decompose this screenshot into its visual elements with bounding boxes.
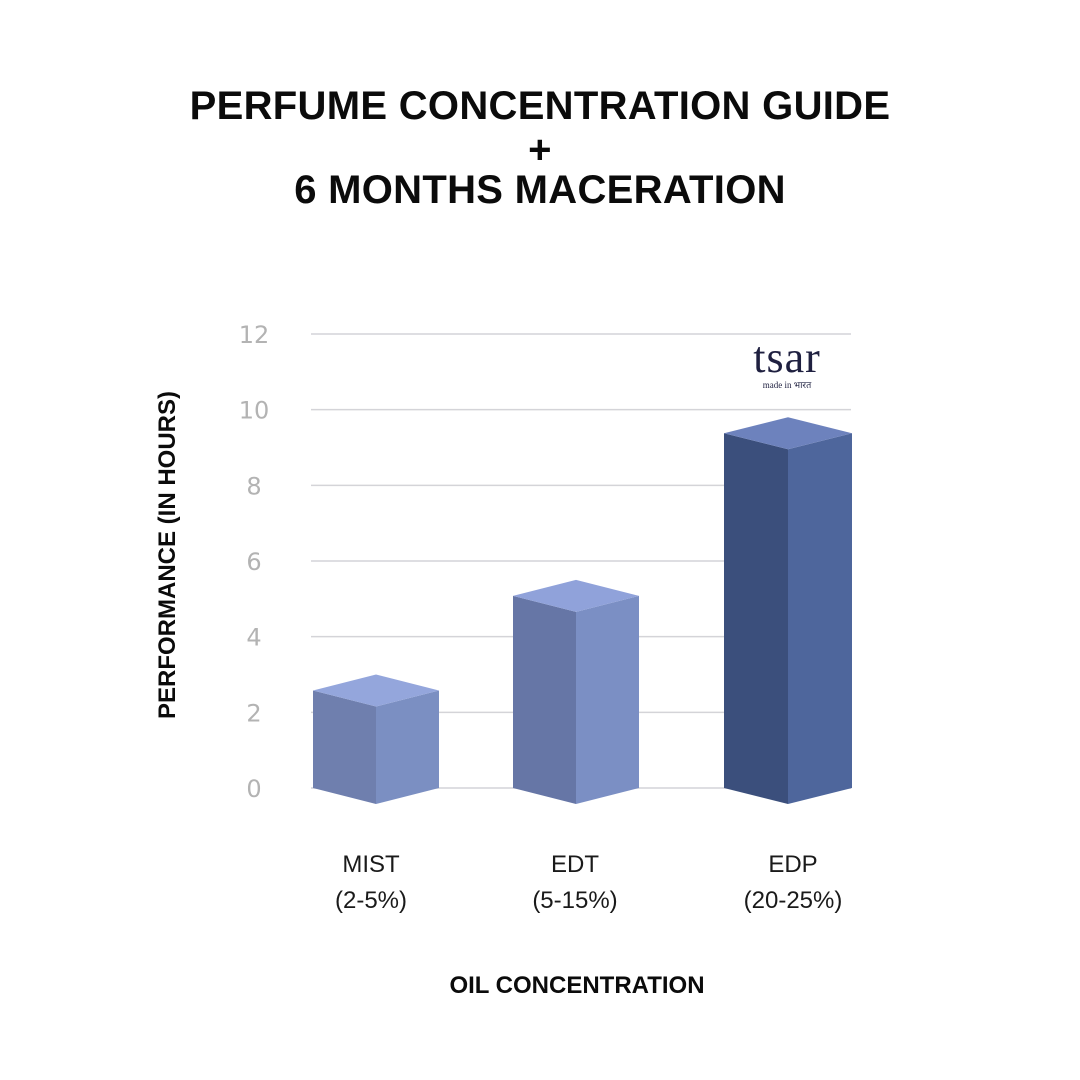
category-range: (2-5%) (335, 887, 407, 914)
bar-top-face (513, 579, 639, 612)
y-tick-label: 4 (246, 624, 261, 652)
bar-front-face (513, 595, 576, 804)
chart-title-line-1: PERFUME CONCENTRATION GUIDE (189, 84, 891, 128)
y-tick-label: 8 (246, 472, 261, 500)
x-axis-categories: MIST (2-5%) EDT (5-15%) EDP (20-25%) (335, 851, 842, 914)
y-tick-label: 2 (246, 699, 261, 727)
y-tick-label: 10 (239, 397, 270, 425)
brand-name: tsar (753, 333, 821, 382)
y-tick-label: 6 (246, 548, 261, 576)
bar-edt (513, 579, 639, 804)
bar-top-face (313, 674, 439, 707)
bar-front-face (313, 690, 376, 804)
brand-tagline: made in भारत (763, 380, 812, 390)
bar-top-face (724, 417, 852, 450)
y-tick-label: 0 (246, 775, 261, 803)
y-axis-ticks: 0 2 4 6 8 10 12 (239, 321, 270, 803)
category-label: MIST (342, 851, 400, 878)
y-tick-label: 12 (239, 321, 270, 349)
category-range: (5-15%) (532, 887, 617, 914)
x-axis-title: OIL CONCENTRATION (449, 972, 704, 999)
chart-title-plus: + (528, 128, 552, 172)
bar-front-face (724, 433, 788, 804)
category-label: EDP (768, 851, 817, 878)
bar-edp (724, 417, 852, 804)
brand-logo: tsar made in भारत (753, 333, 821, 390)
bar-mist (313, 674, 439, 804)
category-label: EDT (551, 851, 599, 878)
bars (313, 417, 852, 804)
y-axis-title: PERFORMANCE (IN HOURS) (154, 391, 181, 719)
bar-side-face (788, 433, 852, 804)
bar-side-face (376, 690, 439, 804)
bar-side-face (576, 595, 639, 804)
category-range: (20-25%) (744, 887, 843, 914)
chart-title-line-2: 6 MONTHS MACERATION (294, 168, 786, 212)
